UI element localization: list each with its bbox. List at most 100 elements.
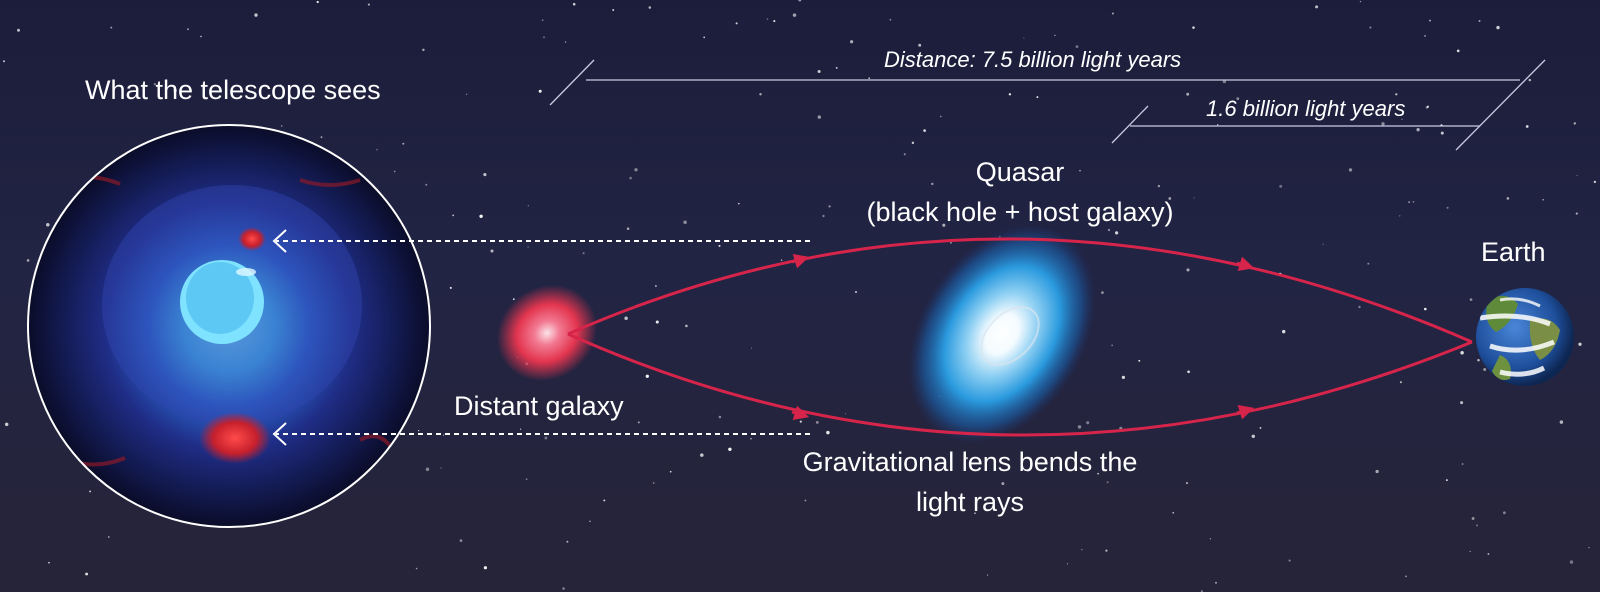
total-distance-label: Distance: 7.5 billion light years (884, 47, 1182, 72)
star (1322, 243, 1324, 245)
star (541, 19, 544, 22)
star (1369, 26, 1372, 29)
star (1259, 426, 1262, 429)
star (1395, 93, 1398, 96)
star (402, 142, 405, 145)
star (1456, 49, 1460, 53)
star (1478, 19, 1481, 23)
light-rays (567, 237, 1473, 437)
star (519, 428, 522, 430)
star (612, 9, 615, 11)
star (544, 436, 548, 440)
star (624, 316, 628, 321)
star (1528, 78, 1532, 82)
star (527, 246, 529, 248)
star (1496, 25, 1500, 30)
star (645, 374, 649, 378)
star (718, 244, 721, 247)
star (1121, 375, 1125, 379)
star (1483, 368, 1487, 371)
telescope-view-border (27, 124, 431, 528)
telescope-view (27, 124, 431, 528)
star (1359, 0, 1362, 3)
star (751, 347, 753, 349)
star (1469, 550, 1471, 552)
star (1429, 19, 1431, 22)
star (564, 41, 567, 43)
star (1477, 359, 1480, 362)
star (1288, 559, 1291, 562)
star (1381, 122, 1385, 126)
star (1315, 5, 1319, 9)
star (974, 512, 976, 514)
star (773, 20, 776, 23)
ray-arrow-upper-1 (791, 253, 810, 269)
star (822, 214, 825, 218)
star (1079, 169, 1081, 172)
star (320, 136, 323, 139)
star (683, 220, 687, 225)
star (965, 457, 968, 460)
star (1281, 329, 1286, 334)
star (1107, 228, 1111, 232)
star (479, 214, 483, 219)
star (367, 3, 370, 6)
star (1471, 517, 1475, 520)
star (452, 214, 455, 217)
lens-label-line2: light rays (915, 487, 1025, 517)
star (17, 28, 20, 32)
earth-label: Earth (1481, 237, 1546, 267)
star (110, 26, 113, 29)
star (1460, 351, 1464, 355)
quasar-sublabel: (black hole + host galaxy) (866, 197, 1174, 227)
star (465, 93, 468, 95)
star (1502, 511, 1506, 515)
arrowhead-upper (272, 229, 287, 253)
star (415, 567, 418, 570)
star (817, 115, 821, 119)
star (629, 176, 632, 180)
star (1445, 479, 1448, 482)
star (422, 48, 425, 52)
star (766, 18, 769, 20)
star (911, 141, 915, 145)
lensed-image-lower (199, 412, 271, 464)
ray-arrow-lower-1 (791, 405, 810, 421)
star (1187, 370, 1190, 374)
star (652, 482, 655, 484)
star (759, 92, 762, 96)
star (1193, 197, 1195, 199)
star (1008, 93, 1012, 96)
star (780, 259, 783, 261)
star (850, 40, 854, 44)
star (1588, 547, 1590, 549)
ray-arrow-lower-2 (1236, 404, 1255, 420)
star (648, 6, 652, 9)
star (626, 227, 630, 230)
star (1401, 118, 1403, 120)
star (799, 420, 802, 423)
star (1105, 549, 1108, 552)
star (589, 520, 591, 522)
earth (1476, 288, 1574, 386)
star (703, 36, 706, 39)
star (418, 430, 420, 432)
star (655, 320, 659, 324)
star (1367, 262, 1370, 265)
star (798, 0, 802, 2)
star (1446, 206, 1449, 209)
star (1405, 575, 1407, 578)
light-ray-lower (567, 332, 1473, 437)
star (1185, 482, 1189, 485)
star (1573, 122, 1576, 125)
star (279, 84, 282, 87)
star (483, 173, 487, 177)
star (1111, 12, 1114, 15)
star (108, 536, 110, 538)
star (582, 252, 585, 255)
star (440, 467, 442, 469)
star (923, 129, 926, 132)
star (538, 89, 542, 93)
arrowhead-lower (272, 422, 287, 446)
star (316, 0, 319, 4)
